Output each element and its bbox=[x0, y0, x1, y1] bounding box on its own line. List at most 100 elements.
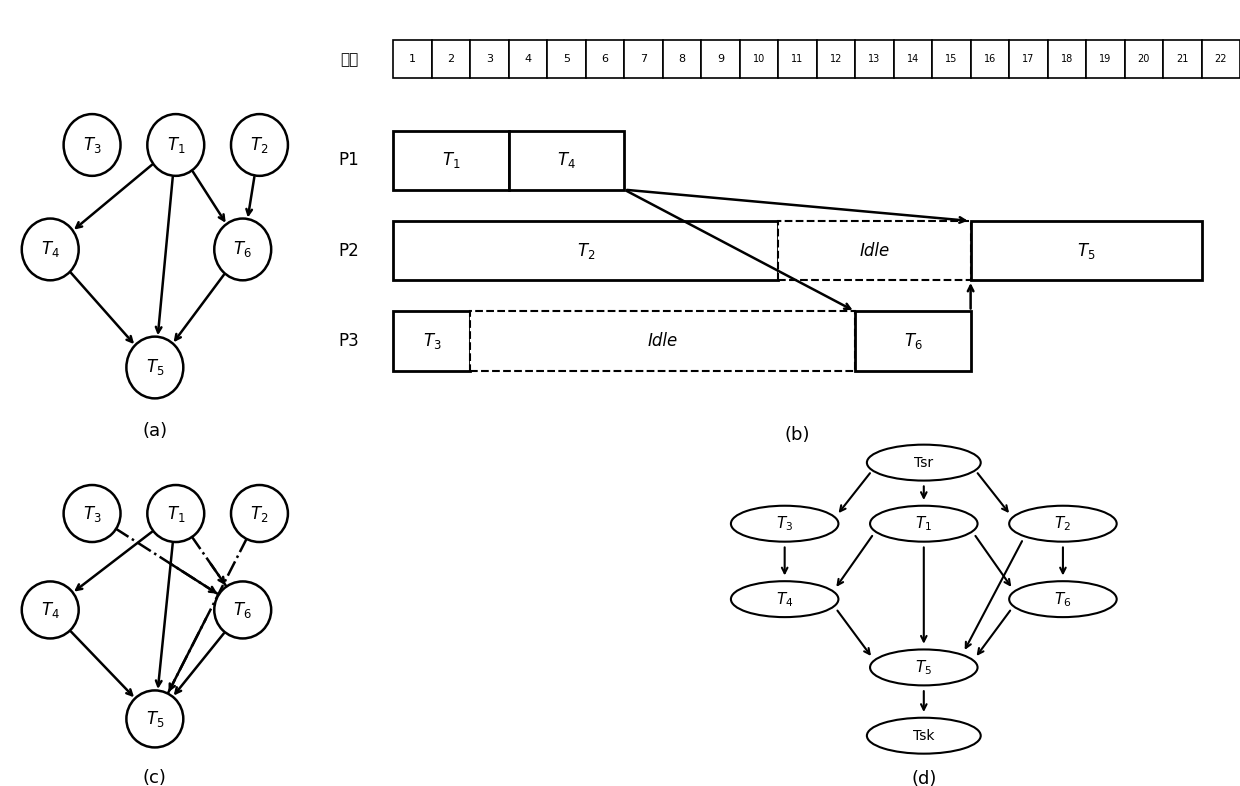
Text: $T_{5}$: $T_{5}$ bbox=[1076, 241, 1095, 260]
Bar bbox=[779, 40, 817, 79]
Text: $T_{4}$: $T_{4}$ bbox=[557, 150, 575, 170]
Text: $T_{3}$: $T_{3}$ bbox=[83, 135, 102, 155]
Text: P2: P2 bbox=[339, 241, 358, 259]
Text: Tsk: Tsk bbox=[913, 729, 935, 743]
Bar bbox=[470, 40, 508, 79]
Text: 12: 12 bbox=[830, 54, 842, 64]
Bar bbox=[470, 311, 856, 370]
Text: 14: 14 bbox=[906, 54, 919, 64]
Ellipse shape bbox=[126, 690, 184, 747]
Text: (d): (d) bbox=[911, 769, 936, 786]
Text: 21: 21 bbox=[1176, 54, 1188, 64]
Text: $T_{3}$: $T_{3}$ bbox=[776, 514, 794, 533]
Text: 6: 6 bbox=[601, 54, 609, 64]
Bar bbox=[856, 40, 894, 79]
Ellipse shape bbox=[231, 114, 288, 176]
Ellipse shape bbox=[870, 649, 977, 685]
Text: $T_{2}$: $T_{2}$ bbox=[577, 241, 595, 260]
Bar bbox=[432, 40, 470, 79]
Bar bbox=[1009, 40, 1048, 79]
Text: P3: P3 bbox=[339, 332, 358, 350]
Text: $T_{3}$: $T_{3}$ bbox=[83, 504, 102, 523]
Text: 3: 3 bbox=[486, 54, 494, 64]
Text: 19: 19 bbox=[1099, 54, 1111, 64]
Text: Tsr: Tsr bbox=[914, 456, 934, 469]
Ellipse shape bbox=[63, 485, 120, 542]
Bar bbox=[624, 40, 662, 79]
Bar bbox=[393, 130, 508, 189]
Text: $T_{6}$: $T_{6}$ bbox=[1054, 590, 1071, 608]
Text: $T_{1}$: $T_{1}$ bbox=[166, 504, 185, 523]
Ellipse shape bbox=[730, 581, 838, 617]
Text: 2: 2 bbox=[448, 54, 455, 64]
Text: $T_{5}$: $T_{5}$ bbox=[145, 358, 164, 377]
Bar bbox=[971, 40, 1009, 79]
Bar bbox=[702, 40, 740, 79]
Bar bbox=[1048, 40, 1086, 79]
Text: $T_{1}$: $T_{1}$ bbox=[915, 514, 932, 533]
Text: (a): (a) bbox=[143, 422, 167, 440]
Ellipse shape bbox=[148, 114, 205, 176]
Ellipse shape bbox=[215, 219, 272, 281]
Bar bbox=[508, 130, 624, 189]
Ellipse shape bbox=[730, 505, 838, 542]
Text: $T_{4}$: $T_{4}$ bbox=[41, 240, 60, 259]
Ellipse shape bbox=[148, 485, 205, 542]
Text: 17: 17 bbox=[1022, 54, 1034, 64]
Text: 13: 13 bbox=[868, 54, 880, 64]
Text: $T_{1}$: $T_{1}$ bbox=[441, 150, 460, 170]
Bar bbox=[740, 40, 779, 79]
Text: 11: 11 bbox=[791, 54, 804, 64]
Ellipse shape bbox=[215, 582, 272, 638]
Text: $T_{4}$: $T_{4}$ bbox=[776, 590, 794, 608]
Bar bbox=[508, 40, 547, 79]
Text: (c): (c) bbox=[143, 769, 167, 786]
Text: $T_{2}$: $T_{2}$ bbox=[250, 504, 269, 523]
Bar bbox=[393, 40, 432, 79]
Text: 15: 15 bbox=[945, 54, 957, 64]
Bar bbox=[1086, 40, 1125, 79]
Text: 5: 5 bbox=[563, 54, 570, 64]
Bar bbox=[817, 40, 856, 79]
Ellipse shape bbox=[867, 718, 981, 754]
Bar bbox=[1202, 40, 1240, 79]
Text: 18: 18 bbox=[1060, 54, 1073, 64]
Text: Idle: Idle bbox=[647, 332, 678, 350]
Bar bbox=[1163, 40, 1202, 79]
Text: $T_{5}$: $T_{5}$ bbox=[145, 709, 164, 729]
Ellipse shape bbox=[22, 219, 78, 281]
Text: $T_{4}$: $T_{4}$ bbox=[41, 600, 60, 620]
Text: (b): (b) bbox=[785, 426, 810, 444]
Bar bbox=[932, 40, 971, 79]
Bar bbox=[779, 221, 971, 280]
Bar bbox=[971, 221, 1202, 280]
Text: $T_{2}$: $T_{2}$ bbox=[250, 135, 269, 155]
Text: 周期: 周期 bbox=[341, 52, 358, 67]
Ellipse shape bbox=[1009, 505, 1117, 542]
Ellipse shape bbox=[870, 505, 977, 542]
Text: Idle: Idle bbox=[859, 241, 889, 259]
Bar bbox=[547, 40, 585, 79]
Bar bbox=[393, 311, 470, 370]
Bar bbox=[393, 221, 779, 280]
Text: 10: 10 bbox=[753, 54, 765, 64]
Text: $T_{6}$: $T_{6}$ bbox=[233, 600, 252, 620]
Text: P1: P1 bbox=[339, 151, 358, 169]
Ellipse shape bbox=[231, 485, 288, 542]
Text: 7: 7 bbox=[640, 54, 647, 64]
Text: $T_{3}$: $T_{3}$ bbox=[423, 331, 441, 351]
Text: $T_{5}$: $T_{5}$ bbox=[915, 658, 932, 677]
Text: 22: 22 bbox=[1214, 54, 1228, 64]
Text: 4: 4 bbox=[525, 54, 532, 64]
Text: 1: 1 bbox=[409, 54, 417, 64]
Bar bbox=[1125, 40, 1163, 79]
Text: $T_{1}$: $T_{1}$ bbox=[166, 135, 185, 155]
Bar bbox=[662, 40, 702, 79]
Bar bbox=[894, 40, 932, 79]
Text: 20: 20 bbox=[1137, 54, 1149, 64]
Bar bbox=[585, 40, 624, 79]
Text: $T_{6}$: $T_{6}$ bbox=[233, 240, 252, 259]
Text: 16: 16 bbox=[983, 54, 996, 64]
Text: $T_{6}$: $T_{6}$ bbox=[904, 331, 923, 351]
Ellipse shape bbox=[867, 445, 981, 480]
